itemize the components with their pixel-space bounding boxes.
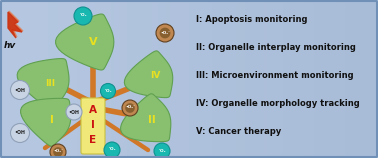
Text: •OH: •OH — [15, 131, 25, 136]
Polygon shape — [21, 98, 71, 146]
Text: II: II — [148, 115, 156, 125]
Text: IV: Organelle morphology tracking: IV: Organelle morphology tracking — [196, 99, 360, 108]
Circle shape — [11, 80, 29, 100]
Polygon shape — [124, 51, 173, 98]
Text: III: Microenvironment monitoring: III: Microenvironment monitoring — [196, 71, 354, 80]
Text: III: III — [45, 79, 55, 88]
Text: ¹O₂: ¹O₂ — [108, 148, 116, 152]
Text: E: E — [90, 135, 96, 145]
Text: V: V — [89, 37, 97, 47]
Text: I: I — [91, 120, 95, 130]
Polygon shape — [8, 12, 22, 38]
Circle shape — [104, 142, 120, 158]
Text: ¹O₂: ¹O₂ — [79, 13, 87, 18]
Circle shape — [50, 144, 66, 158]
Text: hv: hv — [4, 42, 16, 51]
Text: ¹O₂: ¹O₂ — [104, 88, 112, 92]
Circle shape — [125, 103, 135, 113]
Text: •O₂⁻: •O₂⁻ — [53, 149, 63, 154]
Text: •OH: •OH — [15, 88, 25, 92]
Circle shape — [66, 104, 82, 120]
Text: A: A — [89, 105, 97, 115]
Circle shape — [11, 124, 29, 143]
Text: ¹O₂: ¹O₂ — [158, 149, 166, 152]
Text: •O₂⁻: •O₂⁻ — [160, 30, 170, 34]
Text: II: Organelle interplay monitoring: II: Organelle interplay monitoring — [196, 43, 356, 52]
Circle shape — [122, 100, 138, 116]
Text: I: I — [50, 115, 54, 125]
Text: IV: IV — [150, 72, 160, 80]
Polygon shape — [9, 11, 23, 37]
Circle shape — [156, 24, 174, 42]
Circle shape — [160, 28, 170, 38]
Text: •OH: •OH — [68, 109, 79, 115]
Polygon shape — [121, 94, 171, 142]
Text: •O₂⁻: •O₂⁻ — [125, 106, 135, 109]
FancyBboxPatch shape — [81, 98, 105, 154]
Polygon shape — [17, 59, 69, 109]
Circle shape — [53, 147, 63, 157]
Text: V: Cancer therapy: V: Cancer therapy — [196, 127, 281, 136]
Circle shape — [154, 143, 170, 158]
Polygon shape — [56, 14, 114, 70]
Circle shape — [74, 7, 92, 25]
Text: I: Apoptosis monitoring: I: Apoptosis monitoring — [196, 15, 307, 24]
Circle shape — [101, 83, 116, 98]
